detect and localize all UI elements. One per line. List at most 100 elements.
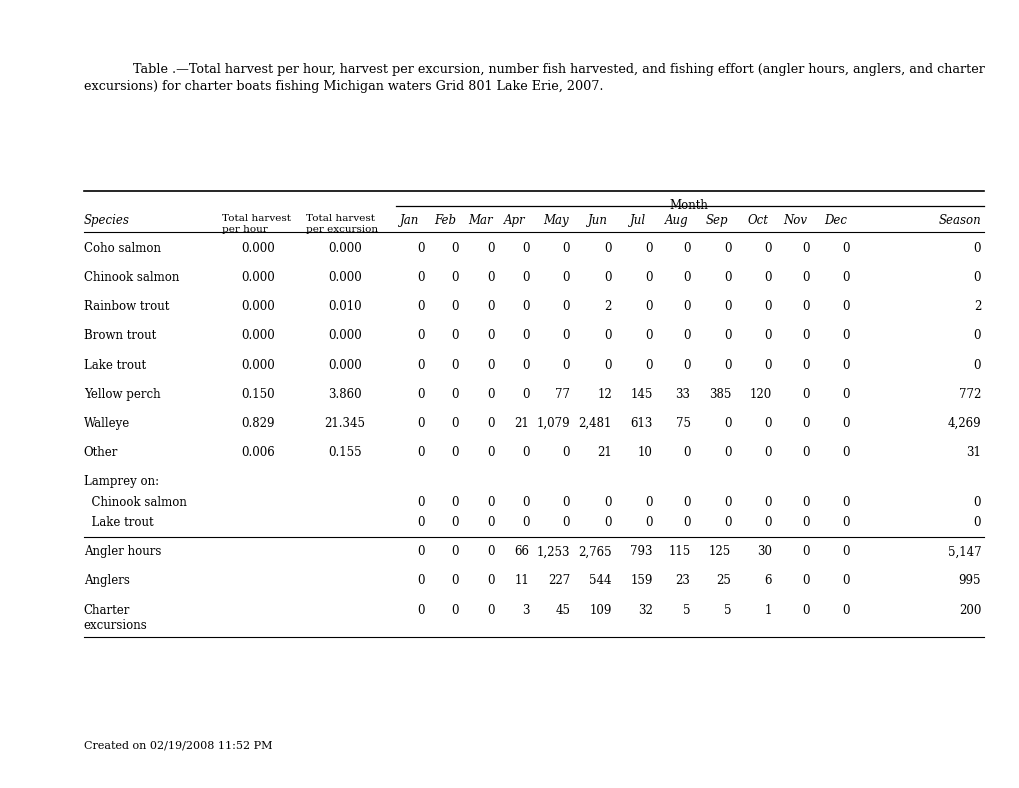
Text: 0: 0 [802, 574, 809, 587]
Text: 0: 0 [451, 329, 459, 342]
Text: 0: 0 [645, 242, 652, 255]
Text: Chinook salmon: Chinook salmon [84, 496, 186, 508]
Text: 0: 0 [842, 300, 849, 313]
Text: Lamprey on:: Lamprey on: [84, 475, 159, 488]
Text: 30: 30 [756, 545, 771, 558]
Text: 0.000: 0.000 [327, 271, 362, 284]
Text: 0: 0 [487, 446, 494, 459]
Text: 12: 12 [597, 388, 611, 400]
Text: Created on 02/19/2008 11:52 PM: Created on 02/19/2008 11:52 PM [84, 740, 272, 750]
Text: 0: 0 [451, 604, 459, 616]
Text: 0: 0 [842, 545, 849, 558]
Text: 0.000: 0.000 [327, 242, 362, 255]
Text: 0: 0 [842, 242, 849, 255]
Text: 544: 544 [589, 574, 611, 587]
Text: 0: 0 [842, 271, 849, 284]
Text: 613: 613 [630, 417, 652, 429]
Text: 0.010: 0.010 [328, 300, 361, 313]
Text: May: May [542, 214, 569, 227]
Text: 0: 0 [417, 417, 424, 429]
Text: 0: 0 [802, 604, 809, 616]
Text: 0: 0 [683, 359, 690, 371]
Text: 0.000: 0.000 [240, 300, 275, 313]
Text: 0: 0 [842, 446, 849, 459]
Text: 0: 0 [417, 359, 424, 371]
Text: 0: 0 [645, 271, 652, 284]
Text: 0: 0 [764, 417, 771, 429]
Text: 0: 0 [723, 417, 731, 429]
Text: 0: 0 [562, 329, 570, 342]
Text: Brown trout: Brown trout [84, 329, 156, 342]
Text: 995: 995 [958, 574, 980, 587]
Text: 6: 6 [764, 574, 771, 587]
Text: 0: 0 [764, 516, 771, 529]
Text: 0: 0 [723, 516, 731, 529]
Text: 3.860: 3.860 [328, 388, 361, 400]
Text: 0: 0 [764, 300, 771, 313]
Text: 0: 0 [417, 242, 424, 255]
Text: 0: 0 [764, 329, 771, 342]
Text: 0: 0 [683, 242, 690, 255]
Text: 0: 0 [562, 446, 570, 459]
Text: 0: 0 [645, 359, 652, 371]
Text: 0: 0 [604, 329, 611, 342]
Text: 0: 0 [802, 359, 809, 371]
Text: 0: 0 [451, 300, 459, 313]
Text: Month: Month [668, 199, 707, 211]
Text: 45: 45 [554, 604, 570, 616]
Text: 0: 0 [842, 359, 849, 371]
Text: 0: 0 [723, 496, 731, 508]
Text: 23: 23 [675, 574, 690, 587]
Text: 21: 21 [515, 417, 529, 429]
Text: 5: 5 [683, 604, 690, 616]
Text: 0: 0 [451, 545, 459, 558]
Text: Coho salmon: Coho salmon [84, 242, 160, 255]
Text: Feb: Feb [433, 214, 455, 227]
Text: 0: 0 [604, 271, 611, 284]
Text: 0: 0 [723, 271, 731, 284]
Text: 66: 66 [514, 545, 529, 558]
Text: Walleye: Walleye [84, 417, 129, 429]
Text: 0: 0 [451, 359, 459, 371]
Text: 0: 0 [842, 574, 849, 587]
Text: 0: 0 [973, 516, 980, 529]
Text: 0: 0 [417, 388, 424, 400]
Text: 0: 0 [973, 271, 980, 284]
Text: 0: 0 [764, 496, 771, 508]
Text: 0: 0 [604, 359, 611, 371]
Text: 0: 0 [487, 359, 494, 371]
Text: 0: 0 [417, 271, 424, 284]
Text: 0: 0 [683, 300, 690, 313]
Text: Nov: Nov [783, 214, 807, 227]
Text: 0: 0 [842, 604, 849, 616]
Text: 0: 0 [417, 516, 424, 529]
Text: 5,147: 5,147 [947, 545, 980, 558]
Text: 0: 0 [645, 516, 652, 529]
Text: 0: 0 [723, 359, 731, 371]
Text: 0: 0 [683, 516, 690, 529]
Text: 0: 0 [522, 242, 529, 255]
Text: 0: 0 [973, 496, 980, 508]
Text: 0: 0 [764, 359, 771, 371]
Text: 0: 0 [802, 417, 809, 429]
Text: 0: 0 [487, 329, 494, 342]
Text: 0: 0 [417, 496, 424, 508]
Text: per excursion: per excursion [306, 225, 378, 233]
Text: 0: 0 [723, 329, 731, 342]
Text: 0: 0 [562, 300, 570, 313]
Text: 0: 0 [451, 446, 459, 459]
Text: Yellow perch: Yellow perch [84, 388, 160, 400]
Text: 159: 159 [630, 574, 652, 587]
Text: 0: 0 [683, 496, 690, 508]
Text: Sep: Sep [705, 214, 728, 227]
Text: 0: 0 [645, 329, 652, 342]
Text: 0: 0 [802, 242, 809, 255]
Text: 0: 0 [683, 329, 690, 342]
Text: 0: 0 [973, 359, 980, 371]
Text: 1,079: 1,079 [536, 417, 570, 429]
Text: Charter
excursions: Charter excursions [84, 604, 148, 632]
Text: 0: 0 [522, 300, 529, 313]
Text: 0: 0 [562, 242, 570, 255]
Text: 0: 0 [802, 545, 809, 558]
Text: 0: 0 [417, 604, 424, 616]
